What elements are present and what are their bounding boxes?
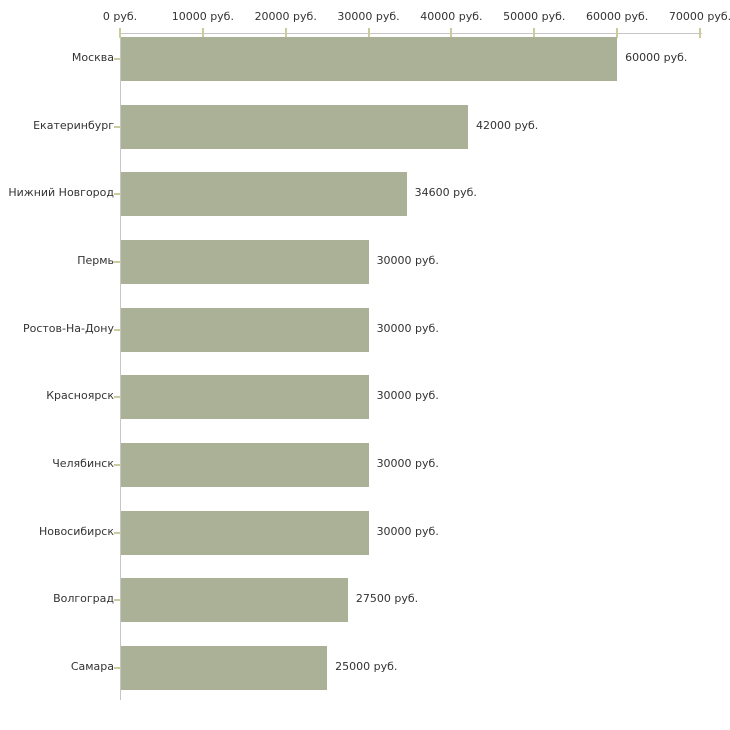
- y-axis-tick-mark: [114, 328, 120, 331]
- y-axis-tick-mark: [114, 667, 120, 670]
- bar: [121, 104, 468, 149]
- x-axis-tick-label: 0 руб.: [102, 10, 138, 23]
- bar: [121, 646, 328, 691]
- x-axis-tick-label: 60000 руб.: [586, 10, 649, 23]
- value-label: 30000 руб.: [376, 524, 439, 538]
- bar: [121, 37, 618, 81]
- value-label: 30000 руб.: [376, 321, 439, 335]
- y-axis-tick-mark: [114, 396, 120, 399]
- value-label: 25000 руб.: [335, 660, 398, 674]
- value-label: 30000 руб.: [376, 254, 439, 267]
- category-label: Пермь: [77, 254, 114, 267]
- bar: [121, 172, 407, 217]
- x-axis-line: [120, 33, 702, 34]
- x-axis-tick-mark: [367, 28, 370, 38]
- category-label: Нижний Новгород: [8, 186, 114, 200]
- category-label: Москва: [71, 51, 114, 64]
- bar: [121, 307, 369, 352]
- bar: [121, 375, 369, 420]
- bar: [121, 240, 369, 284]
- value-label: 42000 руб.: [476, 118, 539, 132]
- x-axis-tick-mark: [533, 28, 536, 38]
- y-axis-line: [120, 33, 121, 700]
- category-label: Красноярск: [46, 389, 114, 403]
- x-axis-tick-label: 20000 руб.: [254, 10, 317, 23]
- category-label: Екатеринбург: [33, 118, 114, 132]
- value-label: 34600 руб.: [414, 186, 477, 200]
- bar: [121, 443, 369, 488]
- y-axis-tick-mark: [114, 599, 120, 602]
- y-axis-tick-mark: [114, 58, 120, 60]
- y-axis-tick-mark: [114, 261, 120, 263]
- x-axis-tick-mark: [450, 28, 453, 38]
- value-label: 27500 руб.: [355, 592, 419, 606]
- x-axis-tick-mark: [119, 28, 121, 38]
- x-axis-tick-mark: [284, 28, 287, 38]
- y-axis-tick-mark: [114, 531, 120, 534]
- category-label: Челябинск: [52, 457, 114, 471]
- x-axis-tick-label: 30000 руб.: [337, 10, 400, 23]
- x-axis-tick-label: 50000 руб.: [503, 10, 566, 23]
- category-label: Ростов-На-Дону: [22, 321, 114, 335]
- value-label: 30000 руб.: [376, 457, 439, 471]
- y-axis-tick-mark: [114, 193, 120, 196]
- x-axis-tick-label: 70000 руб.: [668, 10, 730, 23]
- category-label: Новосибирск: [38, 524, 114, 538]
- x-axis-tick-label: 10000 руб.: [171, 10, 234, 23]
- x-axis-tick-label: 40000 руб.: [420, 10, 483, 23]
- bar: [121, 510, 369, 555]
- x-axis-tick-mark: [201, 28, 204, 38]
- category-label: Волгоград: [53, 592, 114, 606]
- x-axis-tick-mark: [699, 28, 701, 38]
- value-label: 30000 руб.: [376, 389, 439, 403]
- bar: [121, 578, 348, 623]
- y-axis-tick-mark: [114, 125, 120, 128]
- value-label: 60000 руб.: [625, 51, 688, 64]
- y-axis-tick-mark: [114, 464, 120, 467]
- x-axis-tick-mark: [616, 28, 619, 38]
- category-label: Самара: [70, 660, 114, 674]
